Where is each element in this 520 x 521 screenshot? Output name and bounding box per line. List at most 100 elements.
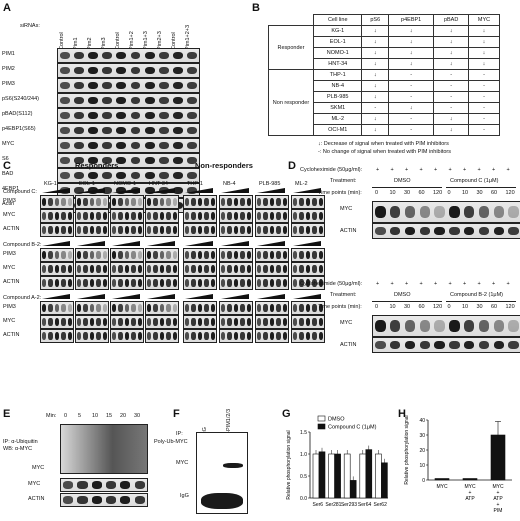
blot-cell-bands (184, 277, 216, 289)
band (210, 265, 215, 273)
band (102, 111, 113, 120)
row-label: S6 (2, 156, 9, 162)
plus-sign: + (390, 281, 394, 287)
bar-0 (328, 453, 335, 499)
dose-triangle (112, 294, 140, 299)
row-label: MYC (2, 141, 15, 147)
band (159, 226, 165, 234)
panel-a-label: A (3, 2, 11, 14)
band (88, 111, 99, 120)
ip-label: IP: (176, 431, 183, 437)
blot-row-bands (373, 338, 520, 352)
blot-cell-bands (256, 249, 288, 261)
dose-triangle (147, 294, 175, 299)
time-label: 5 (78, 413, 82, 419)
band (116, 81, 127, 90)
band (60, 81, 70, 90)
table-row: NB-4 ↓ - - - (269, 80, 500, 92)
blot-cell-bands (76, 277, 108, 289)
blot-cell-bands (111, 330, 143, 342)
blot-cell-bands (146, 210, 178, 222)
band (172, 332, 177, 340)
plus-sign: + (376, 167, 380, 173)
band (172, 126, 183, 135)
band (292, 304, 298, 312)
cell-line: PLB-985 (312, 91, 363, 103)
blot-cell-bands (256, 263, 288, 275)
blot-cell (75, 315, 109, 329)
x-tick-label: PIM (494, 508, 503, 514)
y-tick-label: 40 (419, 418, 425, 424)
band (102, 279, 107, 287)
band (305, 304, 311, 312)
plus-sign: + (477, 281, 481, 287)
band (124, 318, 130, 326)
chx-label: Cycloheximide (50μg/ml): (300, 167, 363, 173)
band (375, 320, 386, 332)
value-cell: - (388, 91, 435, 103)
band (508, 320, 519, 332)
blot-cell-bands (111, 316, 143, 328)
time-label: 60 (491, 190, 498, 196)
band (318, 318, 323, 326)
band (172, 81, 183, 90)
band (61, 251, 66, 259)
time-label: 15 (106, 413, 113, 419)
band (111, 304, 117, 312)
band (131, 279, 136, 287)
band (88, 81, 99, 90)
band (240, 198, 245, 206)
band (146, 226, 152, 234)
blot-cell (40, 209, 74, 223)
band (269, 318, 275, 326)
band (61, 332, 66, 340)
blot-cell-bands (292, 330, 324, 342)
band (41, 279, 47, 287)
band (144, 126, 155, 135)
band (144, 51, 155, 60)
compound-label: Compound B-2: (3, 242, 42, 248)
table-row: Responder KG-1 ↓ ↓ ↓ ↓ (268, 25, 500, 70)
band (269, 226, 275, 234)
band (60, 51, 70, 60)
band (96, 198, 101, 206)
band (292, 198, 298, 206)
band (282, 212, 287, 220)
value-cell: ↓ (361, 80, 390, 92)
blot-cell-bands (146, 224, 178, 236)
blot-cell-bands (292, 316, 324, 328)
value-cell: ↓ (433, 36, 470, 48)
blot-cell-bands (256, 316, 288, 328)
band (184, 279, 190, 287)
band (227, 304, 232, 312)
blot-cell (145, 223, 179, 237)
table-header: Cell line pS6 p4EBP1 pBAD MYC (269, 14, 500, 26)
band (184, 318, 190, 326)
band (89, 226, 95, 234)
ip-label: IP: α-Ubiquitin (3, 439, 38, 445)
blot-cell-bands (76, 210, 108, 222)
band (204, 226, 209, 234)
band (220, 318, 226, 326)
band (118, 332, 123, 340)
bar-0 (312, 453, 320, 499)
panel-e-label: E (3, 408, 11, 420)
band (210, 318, 215, 326)
blot-cell-bands (76, 196, 108, 208)
band (83, 212, 88, 220)
time-label: 120 (433, 190, 443, 196)
blot-cell-bands (220, 263, 252, 275)
blot-cell (291, 329, 325, 343)
band (102, 66, 113, 75)
band (292, 318, 298, 326)
myc-band (223, 463, 243, 468)
cell-line: SKM1 (312, 102, 363, 114)
cell-line-label: THP-1 (187, 181, 203, 187)
blot-cell (40, 276, 74, 290)
band (240, 212, 245, 220)
band (54, 279, 60, 287)
band (74, 66, 85, 75)
blot-cell (145, 301, 179, 315)
time-label: 0 (375, 190, 379, 196)
band (74, 156, 85, 165)
